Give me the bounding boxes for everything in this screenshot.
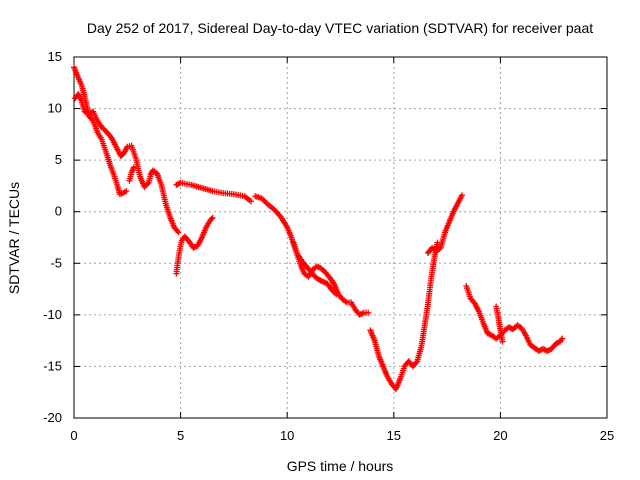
data-point	[247, 198, 254, 205]
series-arc-4	[173, 179, 254, 205]
y-tick-labels: 15 10 5 0 -5 -10 -15 -20	[43, 49, 62, 425]
y-tick-label: 15	[48, 49, 62, 64]
data-point	[365, 309, 372, 316]
data-point	[208, 215, 215, 222]
data-point	[559, 335, 566, 342]
x-tick-label: 10	[280, 428, 294, 443]
series-arc-5b	[290, 239, 340, 298]
data-point	[333, 291, 340, 298]
x-tick-labels: 0 5 10 15 20 25	[70, 428, 614, 443]
chart-title: Day 252 of 2017, Sidereal Day-to-day VTE…	[87, 20, 593, 36]
data-points	[71, 64, 566, 393]
series-arc-9	[493, 303, 506, 345]
data-point	[499, 338, 506, 345]
x-tick-label: 5	[177, 428, 184, 443]
y-tick-label: -20	[43, 410, 62, 425]
data-point	[175, 229, 182, 236]
x-axis-label: GPS time / hours	[287, 458, 394, 474]
y-tick-label: 10	[48, 101, 62, 116]
y-tick-label: 5	[55, 152, 62, 167]
x-tick-label: 15	[387, 428, 401, 443]
data-point	[123, 188, 130, 195]
y-tick-label: -15	[43, 358, 62, 373]
y-tick-label: 0	[55, 204, 62, 219]
data-point	[459, 192, 466, 199]
x-tick-label: 25	[600, 428, 614, 443]
grid-lines	[74, 57, 607, 418]
x-tick-label: 20	[493, 428, 507, 443]
series-arc-1b	[72, 91, 182, 236]
series-arc-7	[424, 192, 466, 256]
y-tick-label: -10	[43, 307, 62, 322]
plot-frame	[73, 56, 608, 419]
y-tick-label: -5	[50, 255, 62, 270]
series-arc-8	[463, 282, 566, 354]
data-point	[209, 214, 216, 221]
data-point	[174, 228, 181, 235]
y-axis-label: SDTVAR / TECUs	[6, 182, 22, 294]
series-arc-2	[126, 164, 137, 184]
data-point	[413, 359, 420, 366]
series-arc-3	[173, 214, 216, 277]
series-arc-6	[367, 239, 441, 393]
data-point	[130, 164, 137, 171]
x-tick-label: 0	[70, 428, 77, 443]
series-arc-1a	[71, 64, 130, 198]
